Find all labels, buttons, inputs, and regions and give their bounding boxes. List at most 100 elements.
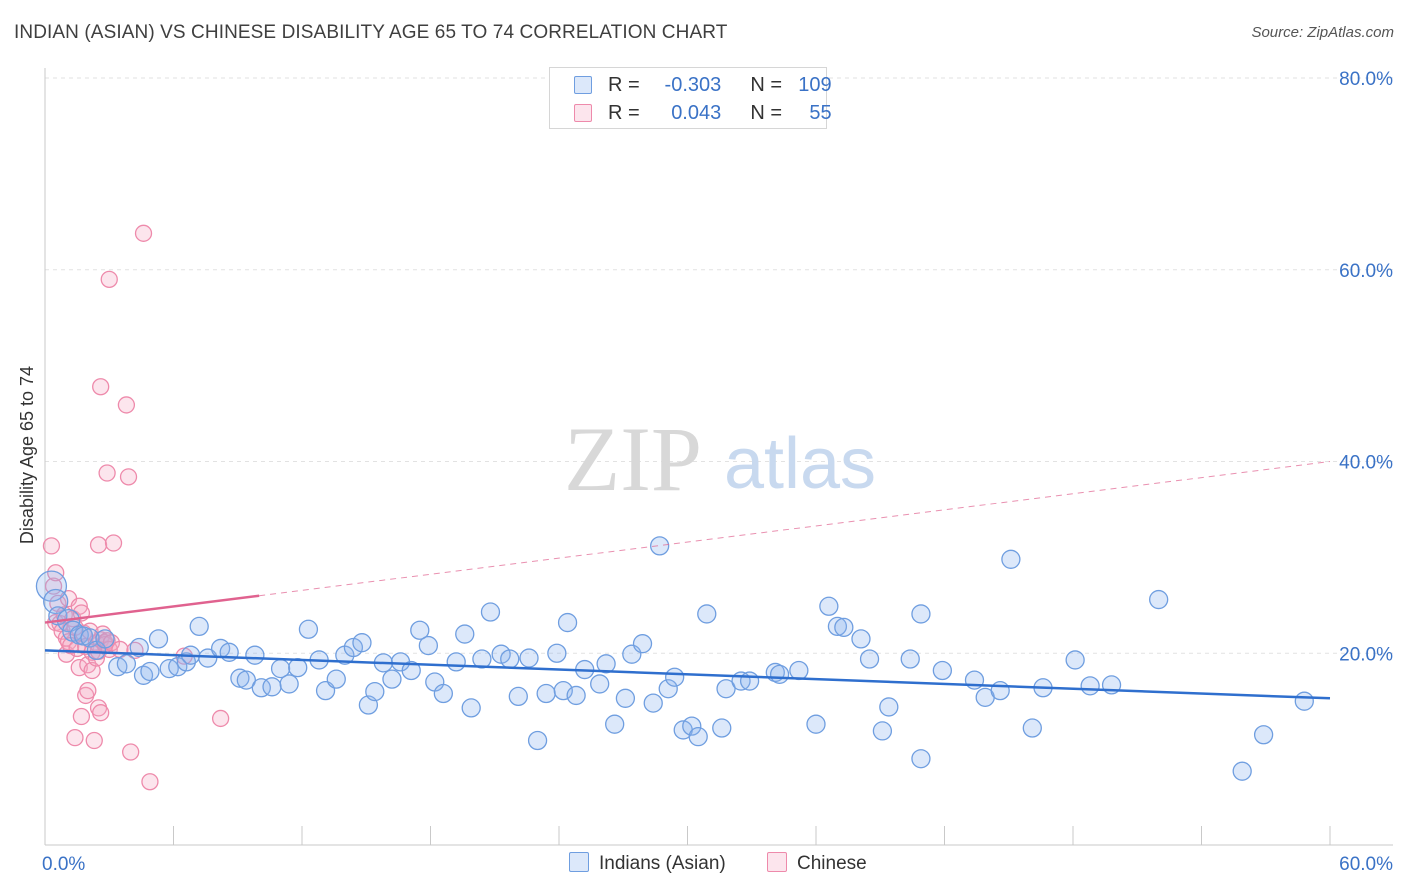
bottom-legend-swatch-indian (569, 852, 589, 872)
point-chinese (72, 707, 91, 726)
axes (44, 68, 1393, 846)
legend-r-value-chinese: 0.043 (671, 102, 722, 124)
point-indian (806, 714, 826, 734)
legend-swatch-indian (574, 76, 592, 94)
point-chinese (141, 773, 159, 791)
point-chinese (104, 534, 123, 552)
point-indian (650, 536, 670, 556)
legend-swatch-chinese (574, 104, 592, 122)
x-tick-labels: 0.0% 60.0% (42, 854, 1393, 875)
point-indian (1022, 718, 1042, 738)
point-chinese (87, 649, 106, 667)
point-indian (605, 714, 625, 734)
point-indian (834, 617, 854, 638)
point-indian (189, 616, 209, 637)
point-indian (472, 649, 492, 669)
point-chinese (102, 634, 121, 652)
point-chinese (211, 709, 230, 728)
point-indian (827, 616, 848, 637)
bottom-legend-label-chinese: Chinese (797, 853, 867, 874)
point-indian (1232, 761, 1252, 781)
trend-line-chinese-extension (259, 461, 1331, 597)
legend-n-label: N = (750, 74, 783, 96)
point-indian (789, 660, 809, 681)
point-indian (911, 604, 931, 624)
y-tick-label: 80.0% (1339, 69, 1393, 90)
bottom-legend-swatch-chinese (767, 852, 787, 872)
point-chinese (100, 270, 118, 288)
x-tick-label: 60.0% (1339, 854, 1393, 875)
point-indian (129, 637, 149, 658)
bottom-legend-indian: Indians (Asian) (569, 852, 726, 875)
series-chinese-points (42, 224, 230, 791)
point-indian (536, 683, 556, 704)
legend-n-label: N = (750, 102, 783, 124)
point-chinese (89, 536, 108, 554)
point-indian (590, 674, 610, 694)
bottom-legend-label-indian: Indians (Asian) (599, 853, 726, 874)
point-indian (288, 657, 308, 678)
point-indian (446, 652, 466, 672)
point-indian (632, 634, 653, 654)
point-indian (279, 674, 299, 694)
point-indian (35, 570, 68, 602)
point-indian (1080, 676, 1100, 696)
point-indian (382, 669, 402, 689)
point-indian (911, 749, 931, 769)
point-indian (519, 648, 539, 668)
trend-lines (44, 461, 1331, 700)
point-indian (1253, 725, 1274, 745)
point-indian (665, 667, 685, 687)
point-indian (236, 670, 256, 690)
point-indian (682, 716, 702, 736)
point-indian (245, 645, 265, 665)
point-indian (326, 669, 346, 689)
point-indian (433, 683, 454, 704)
legend-r-label: R = (608, 74, 640, 96)
y-tick-labels: 20.0% 40.0% 60.0% 80.0% (1339, 69, 1393, 665)
point-indian (80, 628, 100, 648)
point-indian (1294, 691, 1314, 711)
point-indian (455, 624, 475, 644)
legend-n-value-chinese: 55 (809, 102, 832, 124)
point-chinese (117, 396, 136, 414)
point-indian (410, 620, 430, 640)
point-chinese (92, 378, 110, 396)
series-indian-points (35, 536, 1314, 781)
point-chinese (42, 537, 61, 555)
point-indian (262, 677, 282, 697)
point-indian (557, 612, 578, 633)
point-indian (819, 596, 839, 616)
watermark-zip: ZIP (564, 408, 702, 510)
point-chinese (98, 464, 116, 482)
point-indian (769, 664, 790, 684)
legend-n-value-indian: 109 (798, 74, 832, 96)
chart-title: INDIAN (ASIAN) VS CHINESE DISABILITY AGE… (14, 22, 728, 43)
point-indian (480, 602, 501, 622)
y-tick-label: 60.0% (1339, 261, 1393, 282)
point-indian (596, 654, 616, 674)
point-indian (547, 643, 567, 663)
point-chinese (92, 704, 110, 722)
point-indian (932, 660, 953, 681)
y-axis-title: Disability Age 65 to 74 (17, 366, 37, 544)
point-indian (615, 688, 636, 708)
point-indian (712, 718, 732, 738)
point-indian (418, 635, 439, 656)
point-indian (508, 686, 528, 707)
point-chinese (47, 564, 65, 582)
grid-lines (45, 77, 1393, 654)
x-tick-label: 0.0% (42, 854, 85, 875)
point-indian (1001, 549, 1021, 569)
point-indian (900, 649, 920, 669)
point-indian (148, 629, 169, 649)
point-indian (116, 654, 137, 674)
point-indian (527, 730, 548, 751)
point-indian (688, 727, 708, 747)
point-indian (500, 649, 520, 669)
point-indian (739, 671, 760, 691)
trend-line-chinese (44, 594, 260, 624)
point-chinese (119, 468, 138, 486)
legend-r-value-indian: -0.303 (664, 74, 722, 96)
trend-line-indian (44, 649, 1331, 700)
